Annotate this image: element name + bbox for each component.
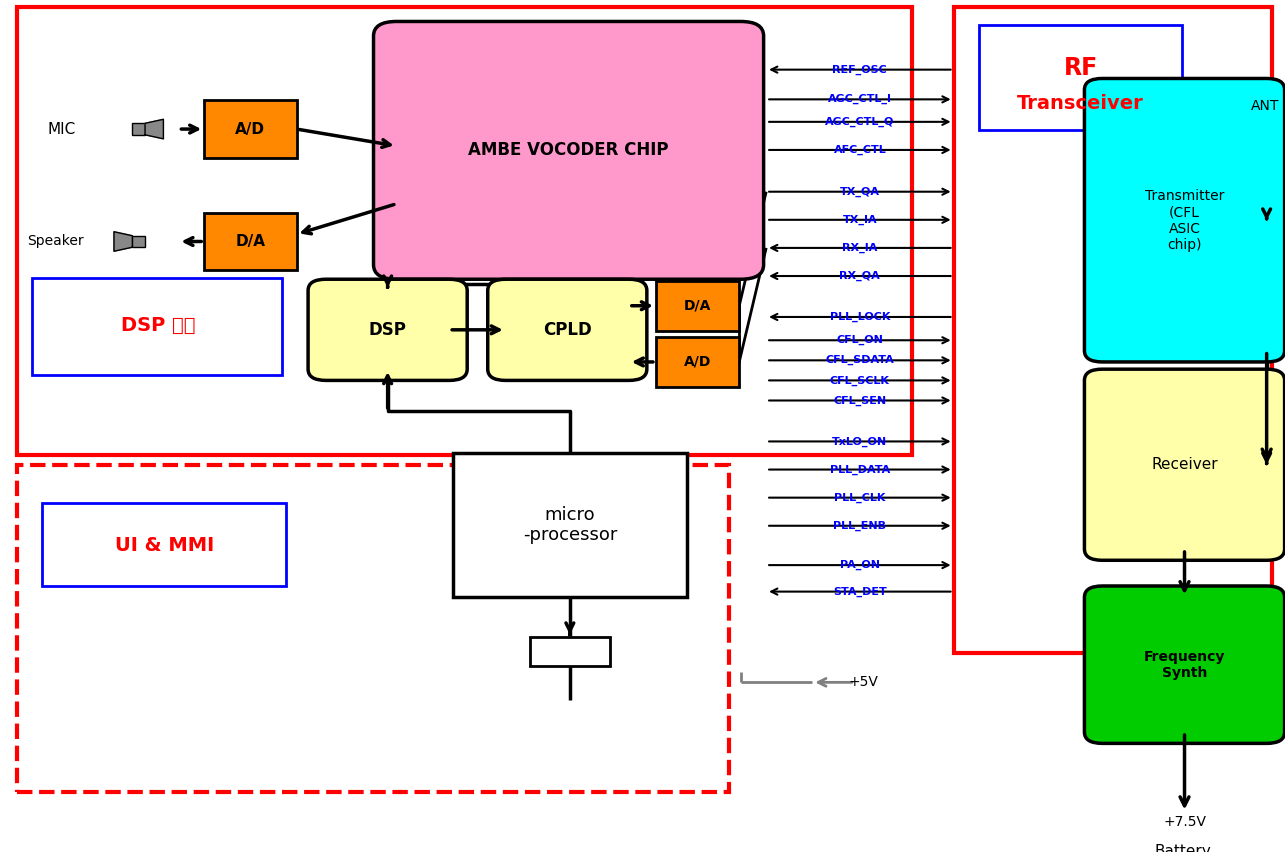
Text: UI & MMI: UI & MMI (114, 536, 213, 555)
Text: DSP: DSP (369, 321, 406, 339)
Text: Transmitter
(CFL
ASIC
chip): Transmitter (CFL ASIC chip) (1145, 189, 1224, 252)
Text: ANT: ANT (1251, 99, 1280, 112)
Polygon shape (145, 119, 163, 139)
FancyBboxPatch shape (1084, 78, 1285, 362)
Text: DSP 모듈: DSP 모듈 (121, 316, 195, 336)
Text: MIC: MIC (48, 122, 76, 136)
Bar (17, 464, 729, 792)
Text: CFL_SDATA: CFL_SDATA (826, 355, 894, 366)
Text: TxLO_ON: TxLO_ON (832, 436, 887, 446)
Text: D/A: D/A (235, 234, 265, 249)
FancyBboxPatch shape (373, 21, 764, 279)
Text: micro
-processor: micro -processor (522, 505, 617, 544)
Bar (979, 26, 1182, 130)
Bar (132, 236, 145, 247)
Text: AGC_CTL_I: AGC_CTL_I (828, 95, 892, 105)
Text: TX_QA: TX_QA (840, 187, 880, 197)
Text: D/A: D/A (684, 299, 711, 313)
Bar (17, 7, 913, 455)
Text: AMBE VOCODER CHIP: AMBE VOCODER CHIP (468, 141, 669, 159)
Bar (1082, 813, 1285, 852)
Text: A/D: A/D (235, 122, 265, 136)
Text: RF: RF (1064, 56, 1098, 80)
Text: Battery: Battery (1155, 844, 1211, 852)
Text: CFL_ON: CFL_ON (836, 335, 883, 345)
Text: STA_DET: STA_DET (833, 586, 887, 596)
Bar (204, 213, 297, 270)
Text: REF_OSC: REF_OSC (832, 65, 887, 75)
FancyBboxPatch shape (1084, 586, 1285, 744)
Text: RX_QA: RX_QA (840, 271, 880, 281)
Text: Receiver: Receiver (1151, 458, 1218, 472)
FancyBboxPatch shape (309, 279, 467, 380)
Text: PLL_LOCK: PLL_LOCK (829, 312, 890, 322)
Text: AFC_CTL: AFC_CTL (833, 145, 886, 155)
Text: A/D: A/D (684, 355, 711, 369)
Bar (42, 504, 287, 586)
Bar (204, 101, 297, 158)
FancyBboxPatch shape (1084, 369, 1285, 561)
Text: AGC_CTL_Q: AGC_CTL_Q (826, 117, 895, 127)
Text: +7.5V: +7.5V (1163, 815, 1206, 829)
Polygon shape (114, 232, 132, 251)
Bar (656, 337, 739, 387)
Text: PA_ON: PA_ON (840, 560, 880, 570)
Text: PLL_ENB: PLL_ENB (833, 521, 886, 531)
Text: CFL_SCLK: CFL_SCLK (829, 375, 890, 386)
Text: Frequency
Synth: Frequency Synth (1143, 649, 1226, 680)
Bar (530, 637, 610, 666)
Text: Speaker: Speaker (27, 234, 84, 249)
Bar (953, 7, 1272, 653)
Bar (656, 281, 739, 331)
Bar (132, 124, 145, 135)
Bar (32, 279, 283, 375)
Text: PLL_DATA: PLL_DATA (829, 464, 890, 475)
Text: TX_IA: TX_IA (842, 215, 877, 225)
Text: PLL_CLK: PLL_CLK (835, 492, 886, 503)
Text: CPLD: CPLD (543, 321, 592, 339)
Text: Transceiver: Transceiver (1017, 94, 1145, 112)
Text: CFL_SEN: CFL_SEN (833, 395, 886, 406)
Text: RX_IA: RX_IA (842, 243, 877, 253)
Bar (453, 452, 687, 597)
FancyBboxPatch shape (487, 279, 647, 380)
Text: +5V: +5V (849, 676, 878, 689)
